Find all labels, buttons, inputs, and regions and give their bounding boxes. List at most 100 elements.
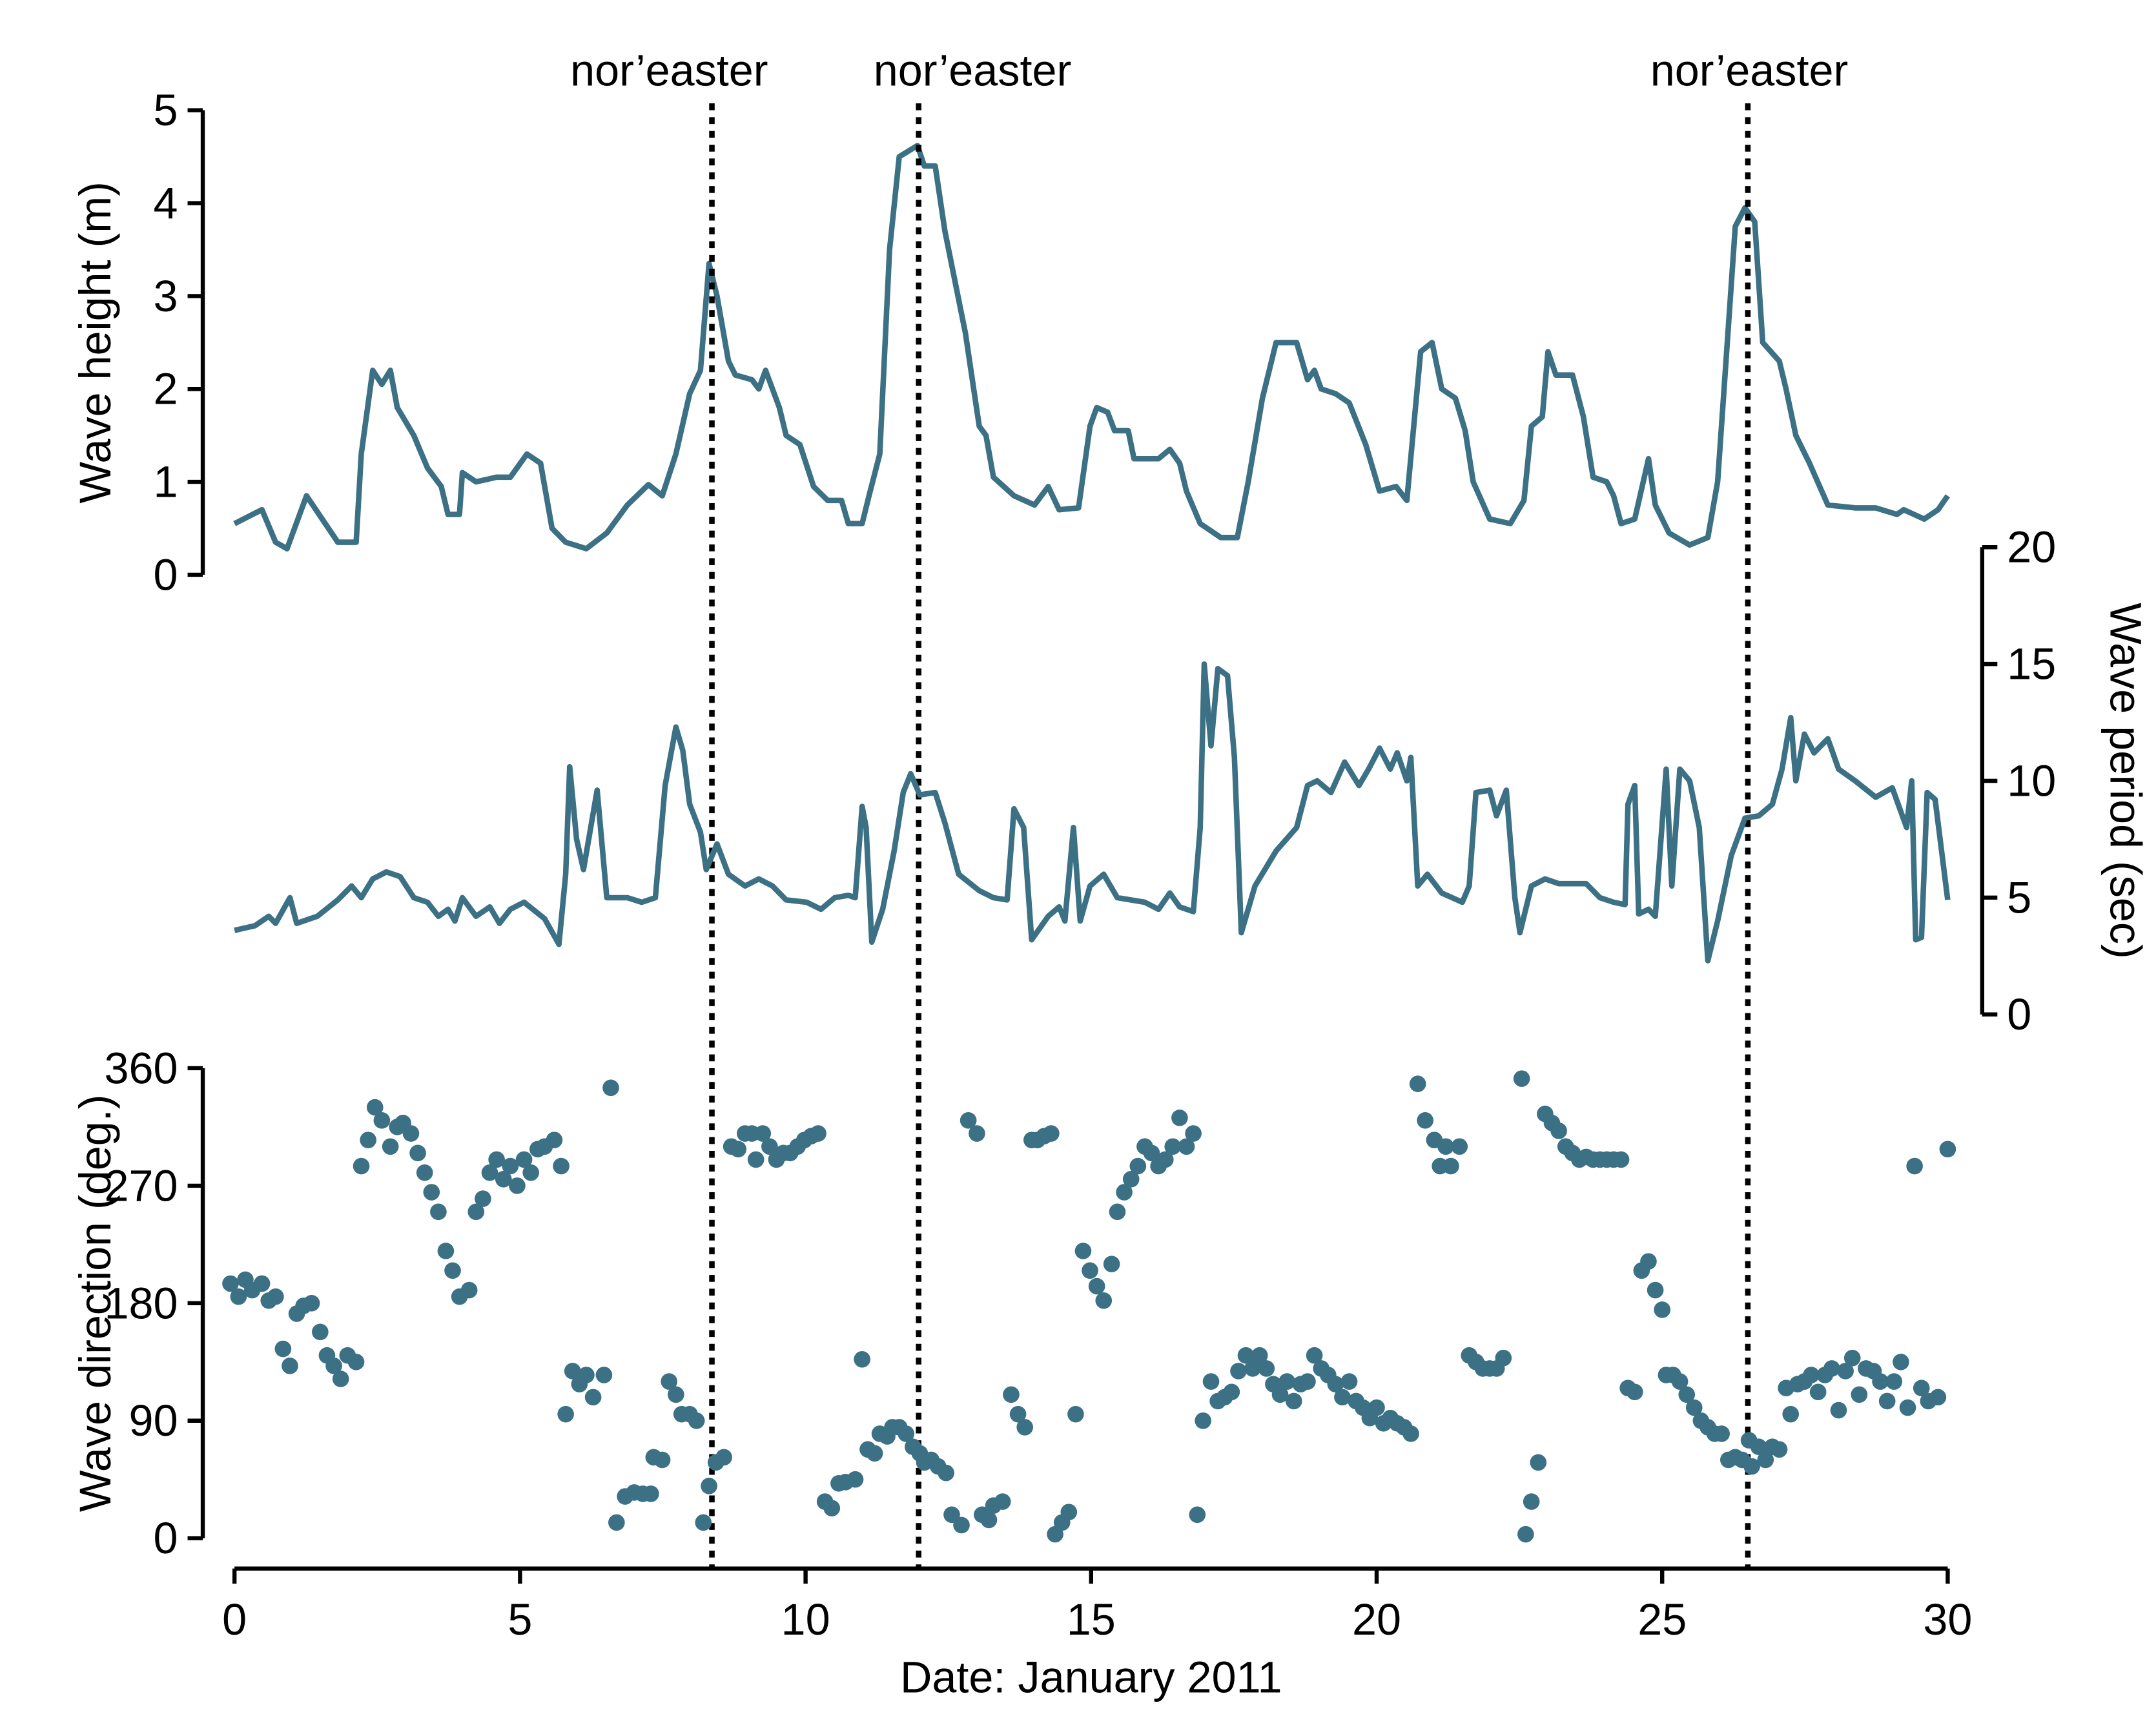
- event-label: nor’easter: [874, 46, 1071, 95]
- data-point: [747, 1151, 765, 1168]
- data-point: [1074, 1243, 1092, 1259]
- data-point: [1109, 1203, 1126, 1221]
- data-point: [1334, 1389, 1351, 1406]
- data-point: [898, 1425, 915, 1442]
- data-point: [1612, 1151, 1630, 1168]
- data-point: [481, 1164, 498, 1181]
- data-point: [1171, 1109, 1188, 1126]
- data-point: [1929, 1389, 1947, 1406]
- data-point: [602, 1079, 619, 1097]
- x-tick-label: 5: [508, 1595, 532, 1644]
- data-point: [1803, 1367, 1820, 1383]
- data-point: [810, 1125, 826, 1142]
- y-tick-label: 0: [2007, 990, 2031, 1039]
- y-tick-label: 3: [154, 272, 178, 321]
- data-point: [653, 1451, 671, 1469]
- y-tick-label: 2: [154, 365, 178, 414]
- data-point: [444, 1262, 461, 1279]
- data-point: [1851, 1386, 1868, 1403]
- data-point: [430, 1203, 447, 1221]
- data-point: [1899, 1399, 1916, 1416]
- data-point: [1530, 1454, 1547, 1471]
- data-point: [475, 1190, 491, 1207]
- data-point: [1009, 1405, 1027, 1423]
- data-point: [1251, 1347, 1268, 1364]
- data-point: [1843, 1349, 1861, 1367]
- data-point: [382, 1138, 399, 1155]
- data-point: [938, 1464, 954, 1482]
- data-point: [1122, 1170, 1140, 1188]
- data-point: [1082, 1262, 1098, 1279]
- y-tick-label: 1: [154, 458, 178, 507]
- data-point: [1517, 1525, 1534, 1543]
- data-point: [847, 1471, 864, 1488]
- data-point: [557, 1405, 574, 1423]
- data-point: [409, 1144, 426, 1162]
- data-point: [1495, 1349, 1512, 1367]
- data-point: [1306, 1347, 1323, 1364]
- data-point: [1271, 1386, 1289, 1403]
- data-point: [1103, 1256, 1120, 1272]
- data-point: [1202, 1373, 1220, 1390]
- data-point: [1939, 1141, 1956, 1158]
- x-tick-label: 20: [1352, 1595, 1401, 1644]
- data-point: [1409, 1075, 1426, 1093]
- data-point: [1178, 1138, 1195, 1155]
- data-point: [1685, 1399, 1703, 1416]
- x-tick-label: 10: [781, 1595, 830, 1644]
- data-point: [222, 1275, 239, 1292]
- data-point: [488, 1151, 505, 1168]
- y-tick-label: 270: [105, 1161, 178, 1210]
- data-point: [960, 1112, 977, 1129]
- data-point: [1878, 1392, 1896, 1410]
- x-tick-label: 15: [1067, 1595, 1116, 1644]
- data-point: [1743, 1458, 1760, 1475]
- data-point: [969, 1125, 985, 1142]
- data-point: [312, 1323, 329, 1341]
- data-point: [460, 1281, 478, 1299]
- data-point: [1523, 1493, 1540, 1510]
- data-point: [688, 1412, 705, 1429]
- x-tick-label: 0: [222, 1595, 247, 1644]
- y-tick-label: 10: [2007, 756, 2056, 805]
- data-point: [1116, 1184, 1133, 1201]
- data-point: [546, 1132, 563, 1148]
- data-point: [715, 1449, 732, 1466]
- data-point: [353, 1157, 370, 1175]
- data-point: [1340, 1373, 1358, 1390]
- data-point: [1885, 1373, 1903, 1390]
- data-point: [467, 1203, 485, 1221]
- data-point: [701, 1478, 717, 1494]
- data-point: [1088, 1277, 1105, 1295]
- data-point: [1771, 1441, 1788, 1458]
- data-point: [1129, 1157, 1147, 1175]
- y-tick-label: 5: [154, 86, 178, 135]
- y-axis-label: Wave period (sec): [2100, 603, 2150, 958]
- data-point: [1550, 1122, 1567, 1139]
- data-point: [661, 1373, 678, 1390]
- data-point: [1782, 1405, 1800, 1423]
- y-tick-label: 15: [2007, 640, 2056, 689]
- data-point: [730, 1141, 747, 1158]
- data-line: [234, 661, 1951, 964]
- data-point: [584, 1389, 602, 1406]
- data-point: [423, 1184, 440, 1201]
- data-point: [1095, 1292, 1113, 1309]
- y-axis-label: Wave height (m): [71, 181, 120, 503]
- y-tick-label: 0: [154, 550, 178, 599]
- data-point: [1906, 1157, 1923, 1175]
- data-point: [1837, 1363, 1854, 1380]
- data-point: [1757, 1451, 1774, 1469]
- data-point: [1626, 1383, 1643, 1401]
- data-point: [437, 1243, 455, 1259]
- data-point: [943, 1506, 960, 1524]
- event-label: nor’easter: [570, 46, 768, 95]
- data-point: [274, 1340, 292, 1358]
- data-point: [564, 1363, 581, 1380]
- data-point: [325, 1358, 342, 1374]
- data-point: [1285, 1392, 1302, 1410]
- data-point: [1713, 1425, 1730, 1442]
- data-point: [980, 1511, 998, 1529]
- data-point: [1003, 1386, 1020, 1403]
